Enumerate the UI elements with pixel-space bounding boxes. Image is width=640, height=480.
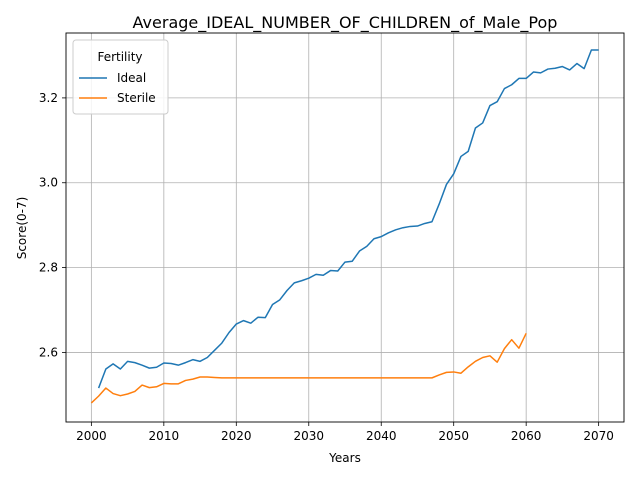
series-line-sterile <box>90 333 527 404</box>
x-axis: 2000 2010 2020 2030 2040 2050 2060 2070 <box>76 422 614 443</box>
y-tick-label: 2.8 <box>39 261 58 275</box>
y-tick-label: 3.0 <box>39 176 58 190</box>
x-tick-label: 2060 <box>511 429 542 443</box>
y-axis-label: Score(0-7) <box>15 197 29 260</box>
y-axis: 2.6 2.8 3.0 3.2 <box>39 91 66 359</box>
x-tick-label: 2020 <box>221 429 252 443</box>
grid <box>66 33 624 422</box>
series-line-ideal <box>97 49 599 389</box>
y-tick-label: 2.6 <box>39 345 58 359</box>
x-tick-label: 2030 <box>293 429 324 443</box>
x-axis-label: Years <box>328 451 361 465</box>
chart-title: Average_IDEAL_NUMBER_OF_CHILDREN_of_Male… <box>133 13 558 33</box>
legend-label-sterile: Sterile <box>117 91 156 105</box>
legend-box <box>72 39 169 115</box>
series-lines <box>90 49 599 404</box>
y-tick-label: 3.2 <box>39 91 58 105</box>
x-tick-label: 2040 <box>366 429 397 443</box>
plot-frame <box>65 32 625 423</box>
legend: Fertility Ideal Sterile <box>72 39 169 115</box>
legend-title: Fertility <box>97 50 142 64</box>
legend-label-ideal: Ideal <box>117 71 146 85</box>
x-tick-label: 2050 <box>438 429 469 443</box>
x-tick-label: 2010 <box>149 429 180 443</box>
x-tick-label: 2000 <box>76 429 107 443</box>
x-tick-label: 2070 <box>583 429 614 443</box>
